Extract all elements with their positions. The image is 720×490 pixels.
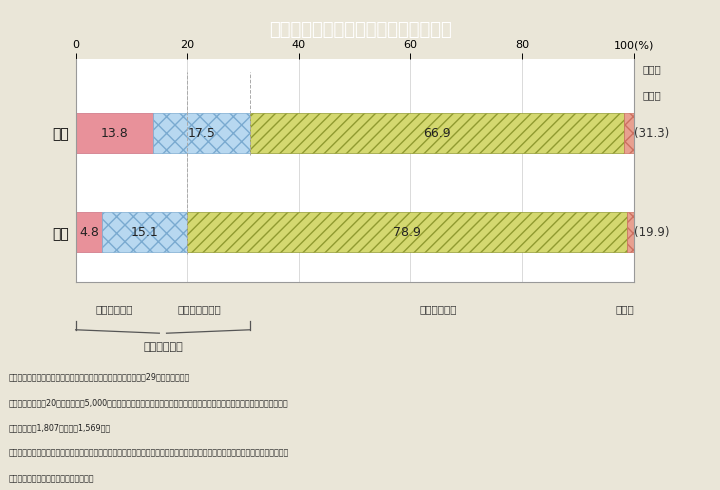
Bar <box>76 113 153 153</box>
Text: 4.8: 4.8 <box>79 226 99 239</box>
Bar <box>153 113 251 153</box>
Bar <box>102 212 186 252</box>
Text: 15.1: 15.1 <box>130 226 158 239</box>
Bar <box>627 212 634 252</box>
Text: あった（計）: あった（計） <box>143 342 183 352</box>
Text: ３．「身体的暴行」，「心理的攻撃」，「経済的圧迫」及び「性的強要」のいずれかの被害経験について調査。それぞれの: ３．「身体的暴行」，「心理的攻撃」，「経済的圧迫」及び「性的強要」のいずれかの被… <box>9 449 289 458</box>
Text: 13.8: 13.8 <box>100 126 128 140</box>
Text: まったくない: まったくない <box>420 304 457 314</box>
Text: １，２度あった: １，２度あった <box>178 304 221 314</box>
Text: 66.9: 66.9 <box>423 126 451 140</box>
Text: 1,807人，男性1,569人。: 1,807人，男性1,569人。 <box>9 423 111 432</box>
Text: (19.9): (19.9) <box>634 226 670 239</box>
Text: 用語の定義は以下の通り。: 用語の定義は以下の通り。 <box>9 474 94 483</box>
Text: ２．全国20歳以上の男女5,000人を対象とした無作為抽出によるアンケート調査の結果による。集計対象者は，女性: ２．全国20歳以上の男女5,000人を対象とした無作為抽出によるアンケート調査の… <box>9 398 288 407</box>
Bar <box>186 212 627 252</box>
Bar <box>251 113 624 153</box>
Text: あった: あった <box>642 64 661 74</box>
Text: （備考）１．内閣府「男女間における暴力に関する調査」（平成29年）より作成。: （備考）１．内閣府「男女間における暴力に関する調査」（平成29年）より作成。 <box>9 372 190 381</box>
Text: 78.9: 78.9 <box>393 226 420 239</box>
Text: 何度もあった: 何度もあった <box>95 304 133 314</box>
Text: 無回答: 無回答 <box>616 304 634 314</box>
Bar <box>76 212 102 252</box>
Text: (31.3): (31.3) <box>634 126 669 140</box>
Bar <box>624 113 634 153</box>
Text: （計）: （計） <box>642 91 661 100</box>
Text: 17.5: 17.5 <box>187 126 215 140</box>
Text: Ｉ－７－１図　配偶者からの被害経験: Ｉ－７－１図 配偶者からの被害経験 <box>269 21 451 39</box>
